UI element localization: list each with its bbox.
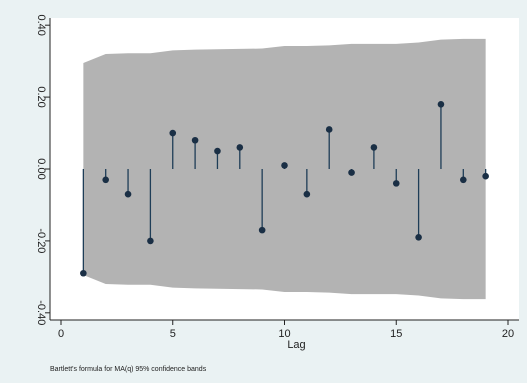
x-tick-label-15: 15 — [390, 328, 402, 340]
y-tick-label-3: 0.20 — [35, 86, 47, 107]
point-lag-9 — [258, 226, 266, 234]
point-lag-1 — [80, 269, 87, 277]
point-lag-11 — [303, 190, 311, 198]
point-lag-6 — [191, 136, 199, 144]
point-lag-4 — [147, 237, 154, 245]
point-lag-7 — [214, 147, 221, 155]
point-lag-14 — [370, 144, 378, 151]
point-lag-18 — [460, 176, 467, 184]
point-lag-15 — [392, 180, 400, 187]
point-lag-5 — [169, 129, 177, 137]
y-tick-label-1: -0.20 — [35, 228, 47, 253]
point-lag-19 — [482, 172, 489, 180]
point-lag-10 — [281, 162, 288, 169]
x-tick-label-5: 5 — [170, 328, 176, 340]
x-axis: 0 5 10 15 20 — [50, 319, 519, 340]
x-tick-label-20: 20 — [502, 328, 514, 340]
y-axis: -0.40 -0.20 0.00 0.20 0.40 — [35, 14, 51, 325]
y-tick-label-2: 0.00 — [35, 158, 47, 179]
stems-group — [82, 104, 487, 274]
point-lag-12 — [325, 126, 333, 133]
y-tick-label-0: -0.40 — [35, 300, 47, 325]
footnote: Bartlett's formula for MA(q) 95% confide… — [50, 366, 207, 373]
point-lag-13 — [348, 169, 355, 176]
point-lag-8 — [236, 144, 244, 151]
point-lag-16 — [415, 234, 422, 241]
point-lag-17 — [437, 100, 445, 108]
x-tick-label-10: 10 — [278, 328, 290, 340]
point-lag-3 — [124, 190, 132, 198]
x-axis-title: Lag — [287, 339, 305, 351]
markers-group — [80, 100, 489, 277]
x-tick-label-0: 0 — [58, 328, 64, 340]
point-lag-2 — [102, 176, 109, 184]
y-tick-label-4: 0.40 — [35, 14, 47, 35]
